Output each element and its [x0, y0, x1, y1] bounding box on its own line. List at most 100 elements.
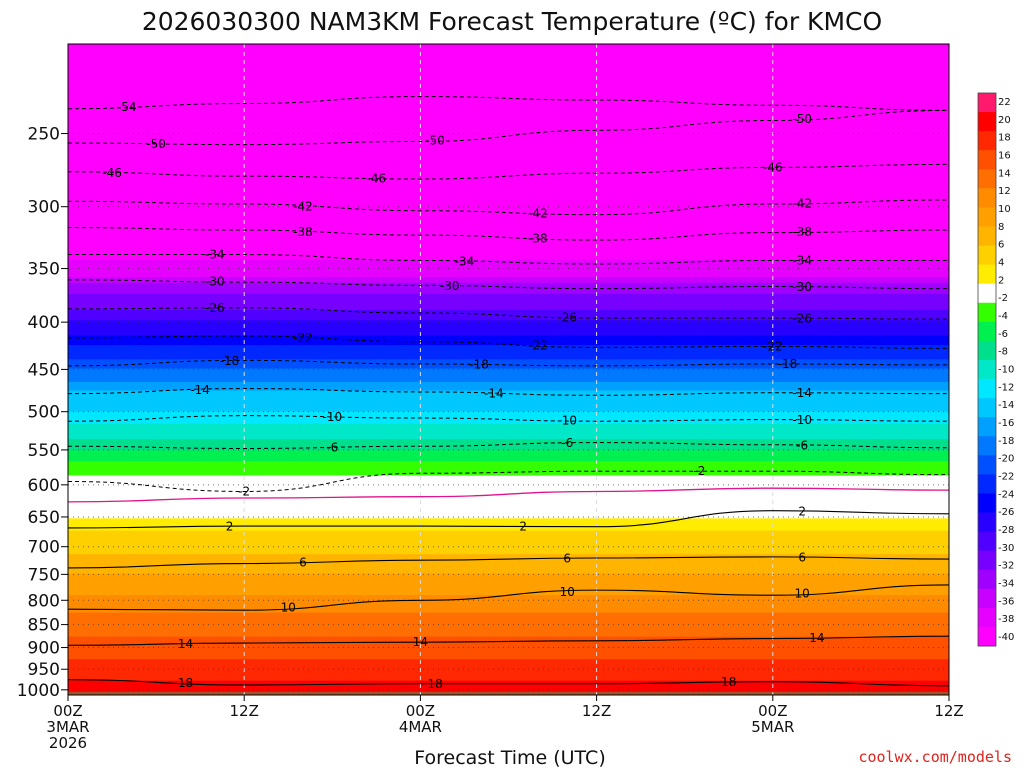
isotherm-label: -2	[238, 484, 250, 498]
temperature-band	[68, 629, 949, 633]
isotherm-line	[68, 279, 949, 290]
temperature-band	[68, 533, 949, 538]
temperature-band	[68, 468, 949, 473]
colorbar-swatch	[978, 398, 996, 418]
temperature-band	[68, 636, 949, 640]
temperature-band	[68, 142, 949, 152]
temperature-band	[68, 126, 949, 136]
y-tick-label: 850	[28, 616, 60, 636]
temperature-band	[68, 542, 949, 547]
temperature-band	[68, 505, 949, 510]
temperature-band	[68, 597, 949, 601]
isotherm-label: -46	[102, 166, 122, 180]
temperature-band	[68, 394, 949, 400]
y-axis: 250 300 350 400 450 500 550 600 650 700 750 800 850 9…	[17, 125, 68, 701]
temperature-band	[68, 612, 949, 616]
temperature-band	[68, 345, 949, 351]
isotherm-label: -54	[117, 100, 137, 114]
x-tick-label: 5MAR	[751, 718, 794, 736]
temperature-band	[68, 562, 949, 567]
temperature-band	[68, 390, 949, 396]
temperature-band	[68, 63, 949, 75]
x-tick-label: 00Z	[758, 702, 787, 720]
colorbar-label: 6	[998, 240, 1004, 251]
isotherm-label: -10	[557, 414, 577, 428]
temperature-band	[68, 134, 949, 144]
isotherm-label: -26	[792, 311, 812, 325]
colorbar-label: -18	[998, 436, 1014, 447]
colorbar-label: -40	[998, 632, 1014, 643]
temperature-band	[68, 559, 949, 564]
temperature-band	[68, 607, 949, 611]
temperature-band	[68, 512, 949, 516]
x-axis-label: Forecast Time (UTC)	[414, 747, 605, 768]
temperature-band	[68, 670, 949, 674]
y-tick-label: 1000	[17, 681, 60, 701]
colorbar-swatch	[978, 245, 996, 266]
isotherm-label: 10	[795, 587, 810, 601]
temperature-band	[68, 643, 949, 647]
isotherm-label: 14	[413, 635, 428, 649]
temperature-band	[68, 665, 949, 669]
colorbar-swatch	[978, 626, 996, 647]
temperature-band	[68, 73, 949, 84]
isotherm-line	[68, 510, 949, 529]
colorbar-label: 2	[998, 275, 1004, 286]
temperature-band	[68, 688, 949, 692]
y-tick-label: 750	[28, 565, 60, 585]
colorbar-label: -22	[998, 472, 1014, 483]
isotherm-label: -34	[205, 248, 225, 262]
colorbar-swatch	[978, 531, 996, 552]
isotherm-line	[68, 442, 949, 449]
colorbar-label: -28	[998, 525, 1014, 536]
isotherm-line	[68, 388, 949, 396]
temperature-band	[68, 150, 949, 160]
isotherm-label: 14	[809, 631, 824, 645]
colorbar-swatch	[978, 359, 996, 380]
colorbar-label: -2	[998, 293, 1008, 304]
isotherm-label: -46	[763, 160, 783, 174]
temperature-band	[68, 259, 949, 267]
colorbar-swatch	[978, 321, 996, 342]
temperature-band	[68, 363, 949, 370]
isotherm-line	[68, 335, 949, 349]
y-tick-label: 300	[28, 198, 60, 218]
temperature-band	[68, 54, 949, 65]
isotherm-label: 18	[178, 676, 193, 690]
isotherm-label: -22	[763, 339, 783, 353]
colorbar-swatch	[978, 302, 996, 323]
colorbar-label: -24	[998, 489, 1014, 500]
temperature-band	[68, 576, 949, 580]
temperature-band	[68, 674, 949, 678]
isotherm-line	[68, 359, 949, 367]
colorbar-label: 12	[998, 186, 1011, 197]
colorbar-label: -12	[998, 382, 1014, 393]
temperature-band	[68, 44, 949, 55]
colorbar-label: 20	[998, 115, 1011, 126]
temperature-band	[68, 411, 949, 417]
temperature-band	[68, 654, 949, 658]
temperature-band	[68, 678, 949, 682]
isotherm-label: -50	[146, 137, 166, 151]
temperature-band	[68, 676, 949, 680]
temperature-band	[68, 622, 949, 626]
temperature-band	[68, 166, 949, 175]
isotherm-line	[68, 163, 949, 180]
isotherm-label: -50	[792, 112, 812, 126]
temperature-band	[68, 495, 949, 500]
x-tick-label: 4MAR	[399, 718, 442, 736]
plot-area: -54 -50 -50 -50 -46 -46 -46 -42 -42 -42 -38 -38 -38 -…	[68, 44, 949, 695]
temperature-band	[68, 293, 949, 301]
temperature-band	[68, 415, 949, 421]
temperature-band	[68, 277, 949, 284]
isotherm-label: -30	[792, 280, 812, 294]
temperature-band	[68, 304, 949, 311]
isotherm-line	[68, 96, 949, 111]
temperature-band	[68, 431, 949, 437]
isotherm-label: -46	[367, 171, 387, 185]
colorbar-label: -30	[998, 543, 1014, 554]
temperature-band	[68, 600, 949, 604]
temperature-band	[68, 518, 949, 523]
temperature-band	[68, 581, 949, 586]
temperature-band	[68, 568, 949, 572]
